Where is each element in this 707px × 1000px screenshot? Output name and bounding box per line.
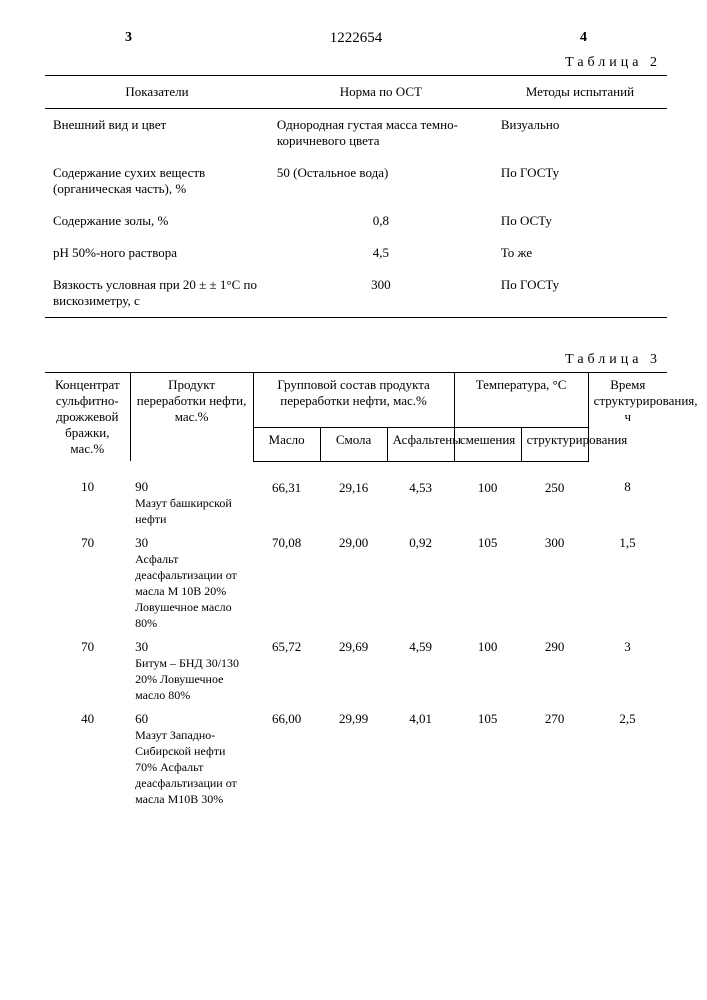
t3-cell-E: 4,53 [387,461,454,531]
t2-cell-norm: 300 [269,269,493,318]
t3-cell-Bt: Мазут башкирской нефти [135,496,232,526]
t3-cell-D: 29,69 [320,635,387,707]
t3-cell-A: 40 [45,707,130,811]
t3-cell-H: 3 [588,635,667,707]
t3-row: 70 30 Битум – БНД 30/130 20% Ловушечное … [45,635,667,707]
t2-cell-meth: По ОСТу [493,205,667,237]
t3-cell-Bv: 90 [135,479,148,494]
t2-cell-meth: По ГОСТу [493,157,667,205]
t3-cell-H: 8 [588,461,667,531]
t3-cell-Bv: 30 [135,639,148,654]
t3-cell-B: 90 Мазут башкирской нефти [130,461,253,531]
t3-head-D: Смола [320,427,387,461]
t3-row: 70 30 Асфальт деасфальтизации от масла М… [45,531,667,635]
t3-cell-A: 70 [45,635,130,707]
t2-cell-meth: Визуально [493,109,667,158]
t3-cell-B: 30 Асфальт деасфальтизации от масла М 10… [130,531,253,635]
t3-cell-C: 66,00 [253,707,320,811]
table2: Показатели Норма по ОСТ Методы испытаний… [45,75,667,318]
t3-head-G: структурирования [521,427,588,461]
t3-head-A: Концентрат сульфитно-дрожжевой бражки, м… [45,373,130,462]
t2-cell-ind: Вязкость условная при 20 ± ± 1°С по виск… [45,269,269,318]
table2-label: Таблица 2 [45,55,667,71]
t2-row: Вязкость условная при 20 ± ± 1°С по виск… [45,269,667,318]
t2-row: рН 50%-ного раствора 4,5 То же [45,237,667,269]
t3-cell-B: 30 Битум – БНД 30/130 20% Ловушечное мас… [130,635,253,707]
t3-cell-D: 29,00 [320,531,387,635]
t2-cell-ind: Внешний вид и цвет [45,109,269,158]
t2-row: Содержание сухих веществ (органическая ч… [45,157,667,205]
t3-cell-F: 100 [454,635,521,707]
t3-cell-G: 250 [521,461,588,531]
t2-head-meth: Методы испытаний [493,76,667,109]
t2-cell-norm: 0,8 [269,205,493,237]
t2-cell-norm: 4,5 [269,237,493,269]
t3-head-B: Продукт переработки нефти, мас.% [130,373,253,462]
t3-cell-B: 60 Мазут Западно-Сибирской нефти 70% Асф… [130,707,253,811]
table3: Концентрат сульфитно-дрожжевой бражки, м… [45,372,667,811]
t3-cell-F: 105 [454,707,521,811]
t3-cell-A: 10 [45,461,130,531]
t3-cell-Bt: Асфальт деасфальтизации от масла М 10В 2… [135,552,237,630]
page-right: 4 [580,30,587,46]
t3-head-C: Масло [253,427,320,461]
t3-cell-C: 70,08 [253,531,320,635]
t3-cell-H: 2,5 [588,707,667,811]
t3-cell-Bv: 30 [135,535,148,550]
t2-cell-ind: Содержание сухих веществ (органическая ч… [45,157,269,205]
t3-cell-E: 4,01 [387,707,454,811]
t3-cell-G: 300 [521,531,588,635]
t3-cell-E: 0,92 [387,531,454,635]
t3-cell-D: 29,16 [320,461,387,531]
t3-cell-G: 290 [521,635,588,707]
table3-label: Таблица 3 [45,352,667,368]
t3-row: 10 90 Мазут башкирской нефти 66,31 29,16… [45,461,667,531]
t3-head-group: Групповой состав продукта переработки не… [253,373,454,428]
t3-cell-F: 100 [454,461,521,531]
t3-cell-H: 1,5 [588,531,667,635]
t2-cell-meth: То же [493,237,667,269]
t3-head-temp: Температура, °С [454,373,588,428]
t3-cell-A: 70 [45,531,130,635]
document-number: 1222654 [45,30,667,47]
t2-head-norm: Норма по ОСТ [269,76,493,109]
t2-cell-meth: По ГОСТу [493,269,667,318]
t3-cell-Bt: Мазут Западно-Сибирской нефти 70% Асфаль… [135,728,237,806]
t3-cell-C: 66,31 [253,461,320,531]
t3-row: 40 60 Мазут Западно-Сибирской нефти 70% … [45,707,667,811]
t3-cell-Bt: Битум – БНД 30/130 20% Ловушечное масло … [135,656,239,702]
t3-head-H: Время структурирования, ч [588,373,667,462]
t3-head-E: Асфальтены [387,427,454,461]
t2-head-ind: Показатели [45,76,269,109]
t3-cell-E: 4,59 [387,635,454,707]
page-left: 3 [125,30,132,46]
t3-cell-D: 29,99 [320,707,387,811]
t3-cell-Bv: 60 [135,711,148,726]
t2-cell-norm: Однородная густая масса темно-коричневог… [269,109,493,158]
t2-cell-ind: рН 50%-ного раствора [45,237,269,269]
t3-head-F: смешения [454,427,521,461]
t2-cell-ind: Содержание золы, % [45,205,269,237]
t2-row: Внешний вид и цвет Однородная густая мас… [45,109,667,158]
t3-cell-F: 105 [454,531,521,635]
t2-cell-norm: 50 (Остальное вода) [269,157,493,205]
t3-cell-G: 270 [521,707,588,811]
t2-row: Содержание золы, % 0,8 По ОСТу [45,205,667,237]
t3-cell-C: 65,72 [253,635,320,707]
